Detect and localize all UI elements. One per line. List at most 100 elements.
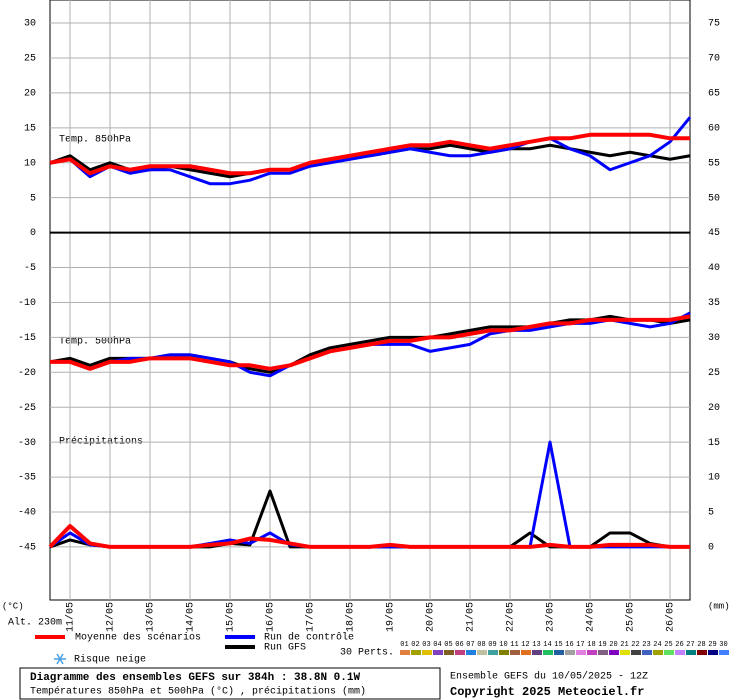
y2-tick-label: 30	[708, 333, 720, 344]
perturbation-swatch	[411, 650, 421, 655]
perturbation-name: 04	[433, 641, 441, 649]
perturbation-name: 28	[697, 641, 705, 649]
x-tick-label: 11/05	[65, 602, 77, 632]
y-tick-label: 15	[24, 123, 36, 134]
x-tick-label: 13/05	[145, 602, 157, 632]
perturbation-swatch	[455, 650, 465, 655]
perturbation-name: 20	[609, 641, 617, 649]
perturbation-swatch	[521, 650, 531, 655]
perturbation-swatch	[697, 650, 707, 655]
perturbation-name: 23	[642, 641, 650, 649]
x-tick-label: 21/05	[465, 602, 477, 632]
perturbation-name: 06	[455, 641, 463, 649]
y2-tick-label: 0	[708, 543, 714, 554]
y2-tick-label: 55	[708, 158, 720, 169]
y2-tick-label: 35	[708, 298, 720, 309]
x-tick-label: 26/05	[665, 602, 677, 632]
perturbation-swatch	[631, 650, 641, 655]
t850-line	[49, 116, 692, 186]
x-tick-label: 19/05	[385, 602, 397, 632]
panel-label: Précipitations	[59, 436, 143, 448]
y2-tick-label: 20	[708, 403, 720, 414]
plot-frame	[49, 0, 691, 601]
y2-tick-label: 45	[708, 228, 720, 239]
y2-axis-label: (mm)	[708, 601, 730, 611]
footer-box	[19, 667, 441, 700]
precip-line	[48, 523, 690, 549]
y-tick-label: -10	[18, 298, 36, 309]
perturbation-swatch	[576, 650, 586, 655]
perturbation-name: 12	[521, 641, 529, 649]
perturbation-name: 24	[653, 641, 661, 649]
perturbation-name: 14	[543, 641, 551, 649]
y2-tick-label: 50	[708, 193, 720, 204]
y-tick-label: -40	[18, 508, 36, 519]
perturbation-name: 10	[499, 641, 507, 649]
x-tick-label: 23/05	[545, 602, 557, 632]
y-axis-label: (°C)	[2, 601, 24, 611]
perturbation-name: 18	[587, 641, 595, 649]
t850-line	[49, 132, 690, 176]
y-tick-label: 30	[24, 19, 36, 30]
footer-title: Diagramme des ensembles GEFS sur 384h : …	[30, 672, 360, 684]
x-tick-label: 14/05	[185, 602, 197, 632]
perturbation-swatch	[686, 650, 696, 655]
perturbation-swatch	[466, 650, 476, 655]
y-tick-label: -20	[18, 368, 36, 379]
perturbation-swatch	[532, 650, 542, 655]
y2-tick-label: 10	[708, 473, 720, 484]
y2-tick-label: 40	[708, 263, 720, 274]
y-tick-label: -35	[18, 473, 36, 484]
perturbation-swatch	[565, 650, 575, 655]
legend-label: Run de contrôle	[264, 632, 354, 644]
snow-label: Risque neige	[74, 654, 146, 666]
y2-tick-label: 65	[708, 89, 720, 100]
x-tick-label: 15/05	[225, 602, 237, 632]
perturbation-name: 27	[686, 641, 694, 649]
y-tick-label: 5	[30, 193, 36, 204]
perturbation-name: 08	[477, 641, 485, 649]
perturbation-name: 03	[422, 641, 430, 649]
x-tick-label: 16/05	[265, 602, 277, 632]
t500-line	[50, 314, 691, 371]
perturbation-swatch	[400, 650, 410, 655]
perturbation-swatch	[554, 650, 564, 655]
legend-label: Run GFS	[264, 643, 306, 654]
perturbation-name: 09	[488, 641, 496, 649]
perturbation-name: 22	[631, 641, 639, 649]
perturbation-swatch	[620, 650, 630, 655]
perturbation-swatch	[675, 650, 685, 655]
perturbation-name: 01	[400, 641, 408, 649]
footer-copyright: Copyright 2025 Meteociel.fr	[450, 685, 644, 699]
y-tick-label: -45	[18, 543, 36, 554]
y2-tick-label: 5	[708, 508, 714, 519]
perturbation-name: 13	[532, 641, 540, 649]
y-tick-label: -15	[18, 333, 36, 344]
perturbation-name: 11	[510, 641, 518, 649]
x-tick-label: 12/05	[105, 602, 117, 632]
perturbation-name: 19	[598, 641, 606, 649]
y-tick-label: -25	[18, 403, 36, 414]
perturbation-swatch	[488, 650, 498, 655]
altitude: Alt. 230m	[8, 617, 62, 629]
x-tick-label: 25/05	[625, 602, 637, 632]
perturbation-name: 17	[576, 641, 584, 649]
perturbation-name: 29	[708, 641, 716, 649]
perturbation-swatch	[587, 650, 597, 655]
x-tick-label: 24/05	[585, 602, 597, 632]
y-tick-label: 25	[24, 54, 36, 65]
perturbation-name: 07	[466, 641, 474, 649]
legend-label: Moyenne des scénarios	[75, 632, 201, 644]
perturbation-name: 02	[411, 641, 419, 649]
y-tick-label: 20	[24, 89, 36, 100]
perturbation-swatch	[719, 650, 729, 655]
x-tick-label: 17/05	[305, 602, 317, 632]
panel-label: Temp. 500hPa	[59, 336, 131, 348]
perturbation-swatch	[653, 650, 663, 655]
perturbation-swatch	[444, 650, 454, 655]
snow-icon	[54, 653, 66, 665]
perturbation-name: 15	[554, 641, 562, 649]
y-tick-label: 0	[30, 228, 36, 239]
perturbation-swatch	[708, 650, 718, 655]
